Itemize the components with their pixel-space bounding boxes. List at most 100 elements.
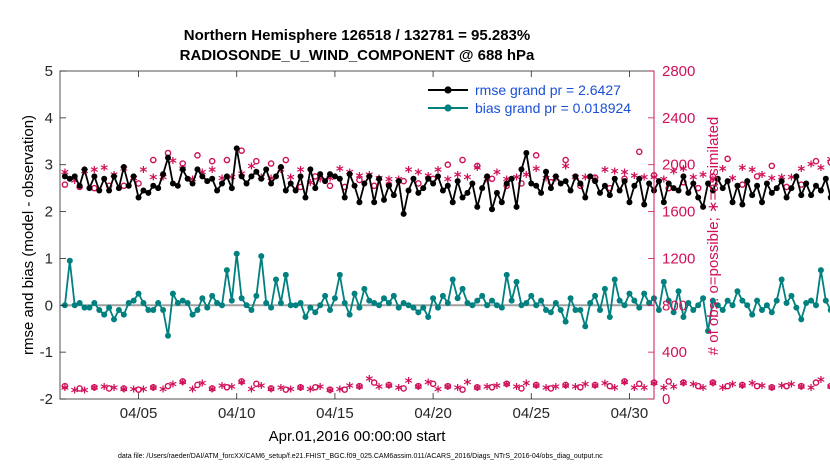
bias-point [204, 304, 211, 311]
bias-point [400, 299, 407, 306]
rmse-point [336, 175, 343, 182]
assimilated_low-point: * [277, 381, 285, 399]
rmse-point [145, 189, 152, 196]
bias-point [86, 304, 93, 311]
bias-point [174, 299, 181, 306]
bias-point [322, 292, 329, 299]
y-right-tick-label: 2400 [662, 110, 695, 127]
rmse-point [317, 171, 324, 178]
assimilated_low-point: * [483, 380, 491, 398]
rmse-point [96, 187, 103, 194]
bias-point [361, 285, 368, 292]
rmse-point [670, 185, 677, 192]
assimilated-point: * [297, 163, 305, 181]
bias-point [783, 299, 790, 306]
assimilated_low-point: * [680, 376, 688, 394]
assimilated_low-point: * [768, 381, 776, 399]
x-tick-label: 04/10 [218, 405, 256, 422]
rmse-point [199, 173, 206, 180]
footer-data-file: data file: /Users/raeder/DAI/ATM_forcXX/… [118, 453, 603, 460]
bias-point [749, 311, 756, 318]
bias-point [214, 299, 221, 306]
possible_low-point [164, 382, 172, 390]
bias-point [518, 302, 525, 309]
y-right-tick-label: 1200 [662, 250, 695, 267]
possible-point [149, 156, 157, 164]
bias-point [508, 297, 515, 304]
rmse-point [817, 187, 824, 194]
rmse-point [312, 185, 319, 192]
bias-point [528, 292, 535, 299]
assimilated_low-point: * [827, 380, 830, 398]
x-axis-label: Apr.01,2016 00:00:00 start [269, 428, 447, 445]
assimilated-point: * [797, 162, 805, 180]
bias-point [351, 290, 358, 297]
bias-point [327, 306, 333, 313]
assimilated_low-point: * [758, 379, 766, 397]
y-left-tick-label: -2 [40, 391, 53, 408]
bias-point [489, 297, 495, 304]
bias-point [194, 306, 201, 313]
assimilated-point: * [120, 162, 128, 180]
assimilated_low-point: * [100, 380, 108, 398]
rmse-point [513, 203, 520, 210]
assimilated-point: * [248, 160, 256, 178]
assimilated_low-point: * [640, 381, 648, 399]
bias-point [705, 328, 711, 335]
assimilated_low-point: * [670, 380, 678, 398]
bias-point [459, 285, 466, 292]
y-right-tick-label: 2800 [662, 63, 695, 80]
rmse-point [287, 180, 294, 187]
rmse-point [729, 199, 736, 206]
bias-point [641, 290, 648, 297]
rmse-point [616, 187, 623, 194]
assimilated-point: * [81, 164, 89, 182]
assimilated_low-point: * [817, 373, 825, 391]
assimilated_low-point: * [709, 376, 717, 394]
possible-point [488, 175, 496, 183]
rmse-point [518, 166, 525, 173]
assimilated_low-point: * [699, 381, 707, 399]
bias-point [700, 295, 707, 302]
rmse-point [297, 173, 304, 180]
rmse-point [587, 173, 594, 180]
possible-point [812, 157, 820, 165]
assimilated-point: * [356, 169, 364, 187]
rmse-point [449, 199, 456, 206]
rmse-point [160, 171, 167, 178]
assimilated_low-point: * [464, 375, 472, 393]
assimilated_low-point: * [503, 378, 511, 396]
assimilated-point: * [414, 166, 422, 184]
rmse-point [655, 178, 662, 185]
rmse-point [228, 185, 235, 192]
assimilated_low-point: * [140, 382, 148, 400]
possible_low-point [370, 379, 378, 386]
bias-point [371, 299, 378, 306]
assimilated_low-point: * [434, 382, 442, 400]
assimilated_low-point: * [71, 383, 79, 401]
bias-point [474, 297, 481, 304]
possible_low-point [459, 386, 466, 393]
rmse-point [788, 185, 795, 192]
bias-point [439, 292, 446, 299]
possible_low-point [267, 385, 275, 392]
rmse-point [822, 175, 829, 182]
rmse-point [479, 185, 486, 192]
rmse-point [184, 175, 191, 182]
rmse-point [356, 199, 363, 206]
bias-point [238, 295, 245, 302]
rmse-point [91, 173, 98, 180]
possible_low-point [665, 378, 673, 385]
rmse-point [223, 173, 230, 180]
rmse-point [709, 187, 716, 194]
possible_low-point [444, 382, 452, 390]
assimilated_low-point: * [365, 372, 373, 390]
assimilated_low-point: * [621, 375, 629, 393]
rmse-point [140, 187, 147, 194]
possible_low-point [105, 385, 113, 392]
assimilated-point: * [532, 162, 540, 180]
bias-point [331, 295, 338, 302]
bias-point [410, 304, 417, 311]
assimilated-point: * [208, 163, 216, 181]
rmse-point [808, 192, 815, 199]
